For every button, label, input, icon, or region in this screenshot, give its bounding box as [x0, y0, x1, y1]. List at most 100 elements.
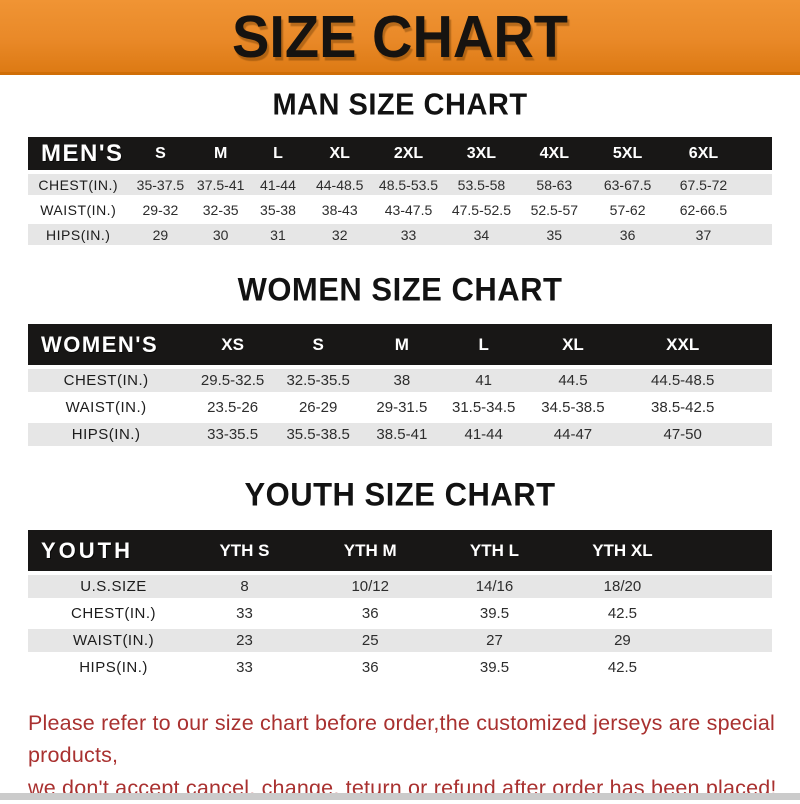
measurement-row: WAIST(IN.) 23 25 27 29: [28, 629, 772, 652]
size-value-cell: 39.5: [450, 656, 539, 679]
size-value-cell: 30: [192, 224, 249, 245]
size-value-cell: 35-37.5: [128, 174, 193, 195]
size-column-header: L: [248, 137, 307, 170]
size-value-cell: 33: [199, 656, 290, 679]
size-column-header: YTH XL: [538, 530, 707, 571]
measurement-row: WAIST(IN.) 29-32 32-35 35-38 38-43 43-47.5 47.…: [28, 199, 772, 220]
size-value-cell: 42.5: [538, 602, 707, 625]
size-column-header: YTH S: [199, 530, 290, 571]
size-value-cell: 57-62: [590, 199, 665, 220]
measurement-row: HIPS(IN.) 33-35.5 35.5-38.5 38.5-41 41-44 44-…: [28, 423, 772, 446]
man-section-title: MAN SIZE CHART: [272, 88, 528, 122]
size-column-header: 3XL: [444, 137, 519, 170]
size-column-header: YTH L: [450, 530, 539, 571]
size-value-cell: 34.5-38.5: [519, 396, 627, 419]
size-column-header: XXL: [626, 324, 739, 365]
table-corner-label: MEN'S: [28, 137, 129, 170]
size-value-cell: 10/12: [289, 575, 451, 598]
men-size-table: MEN'S S M L XL 2XL 3XL 4XL 5XL 6XL CHEST(IN.) 35-37…: [28, 133, 772, 249]
size-chart-banner: SIZE CHART: [0, 0, 800, 75]
row-label: HIPS(IN.): [28, 224, 129, 245]
table-corner-label: WOMEN'S: [28, 324, 185, 365]
table-header-row: YOUTH YTH S YTH M YTH L YTH XL: [28, 530, 772, 571]
measurement-row: HIPS(IN.) 29 30 31 32 33 34 35 36 37: [28, 224, 772, 245]
size-value-cell: 47-50: [626, 423, 739, 446]
row-label: WAIST(IN.): [28, 199, 129, 220]
size-column-header: M: [355, 324, 449, 365]
size-column-header: XL: [519, 324, 627, 365]
size-value-cell: 44.5: [519, 369, 627, 392]
size-value-cell: 36: [289, 602, 451, 625]
size-value-cell: 35: [518, 224, 591, 245]
size-value-cell: 38.5-42.5: [626, 396, 739, 419]
size-value-cell: 53.5-58: [444, 174, 519, 195]
measurement-row: CHEST(IN.) 33 36 39.5 42.5: [28, 602, 772, 625]
bottom-strip: [0, 793, 800, 800]
size-value-cell: 35.5-38.5: [280, 423, 356, 446]
measurement-row: HIPS(IN.) 33 36 39.5 42.5: [28, 656, 772, 679]
size-value-cell: 48.5-53.5: [372, 174, 445, 195]
size-value-cell: 29-31.5: [355, 396, 449, 419]
size-value-cell: 27: [450, 629, 539, 652]
youth-size-table: YOUTH YTH S YTH M YTH L YTH XL U.S.SIZE 8 10/12…: [28, 526, 772, 683]
spacer-cell: [742, 137, 772, 170]
size-value-cell: 44-47: [519, 423, 627, 446]
size-value-cell: 43-47.5: [372, 199, 445, 220]
row-label: HIPS(IN.): [28, 423, 185, 446]
size-value-cell: 38-43: [306, 199, 373, 220]
spacer-cell: [706, 629, 772, 652]
spacer-cell: [742, 199, 772, 220]
size-value-cell: 29: [128, 224, 193, 245]
size-column-header: 4XL: [518, 137, 591, 170]
size-value-cell: 42.5: [538, 656, 707, 679]
size-column-header: YTH M: [289, 530, 451, 571]
spacer-cell: [738, 324, 772, 365]
size-value-cell: 32: [306, 224, 373, 245]
size-value-cell: 33: [372, 224, 445, 245]
spacer-cell: [738, 369, 772, 392]
size-value-cell: 47.5-52.5: [444, 199, 519, 220]
row-label: CHEST(IN.): [28, 369, 185, 392]
size-value-cell: 39.5: [450, 602, 539, 625]
spacer-cell: [738, 396, 772, 419]
size-value-cell: 25: [289, 629, 451, 652]
size-value-cell: 32.5-35.5: [280, 369, 356, 392]
row-label: WAIST(IN.): [28, 396, 185, 419]
size-column-header: S: [128, 137, 193, 170]
size-column-header: XL: [306, 137, 373, 170]
size-value-cell: 29: [538, 629, 707, 652]
spacer-cell: [706, 602, 772, 625]
row-label: HIPS(IN.): [28, 656, 200, 679]
row-label: CHEST(IN.): [28, 174, 129, 195]
spacer-cell: [738, 423, 772, 446]
spacer-cell: [706, 575, 772, 598]
size-value-cell: 38: [355, 369, 449, 392]
size-value-cell: 29-32: [128, 199, 193, 220]
size-value-cell: 41-44: [248, 174, 307, 195]
spacer-cell: [706, 656, 772, 679]
size-value-cell: 26-29: [280, 396, 356, 419]
row-label: U.S.SIZE: [28, 575, 200, 598]
size-value-cell: 23.5-26: [184, 396, 281, 419]
size-value-cell: 37: [664, 224, 743, 245]
measurement-row: U.S.SIZE 8 10/12 14/16 18/20: [28, 575, 772, 598]
youth-section-title: YOUTH SIZE CHART: [244, 476, 556, 513]
measurement-row: CHEST(IN.) 29.5-32.5 32.5-35.5 38 41 44.5 44.5…: [28, 369, 772, 392]
spacer-cell: [706, 530, 772, 571]
size-value-cell: 36: [289, 656, 451, 679]
size-value-cell: 14/16: [450, 575, 539, 598]
size-value-cell: 33: [199, 602, 290, 625]
banner-title: SIZE CHART: [232, 2, 568, 70]
man-size-section: MAN SIZE CHART MEN'S S M L XL 2XL 3XL 4XL 5XL 6XL…: [0, 88, 800, 249]
measurement-row: WAIST(IN.) 23.5-26 26-29 29-31.5 31.5-34.5 34…: [28, 396, 772, 419]
size-column-header: 5XL: [590, 137, 665, 170]
table-header-row: WOMEN'S XS S M L XL XXL: [28, 324, 772, 365]
size-value-cell: 52.5-57: [518, 199, 591, 220]
size-value-cell: 23: [199, 629, 290, 652]
size-value-cell: 62-66.5: [664, 199, 743, 220]
size-value-cell: 58-63: [518, 174, 591, 195]
size-value-cell: 63-67.5: [590, 174, 665, 195]
size-value-cell: 8: [199, 575, 290, 598]
row-label: WAIST(IN.): [28, 629, 200, 652]
size-value-cell: 35-38: [248, 199, 307, 220]
